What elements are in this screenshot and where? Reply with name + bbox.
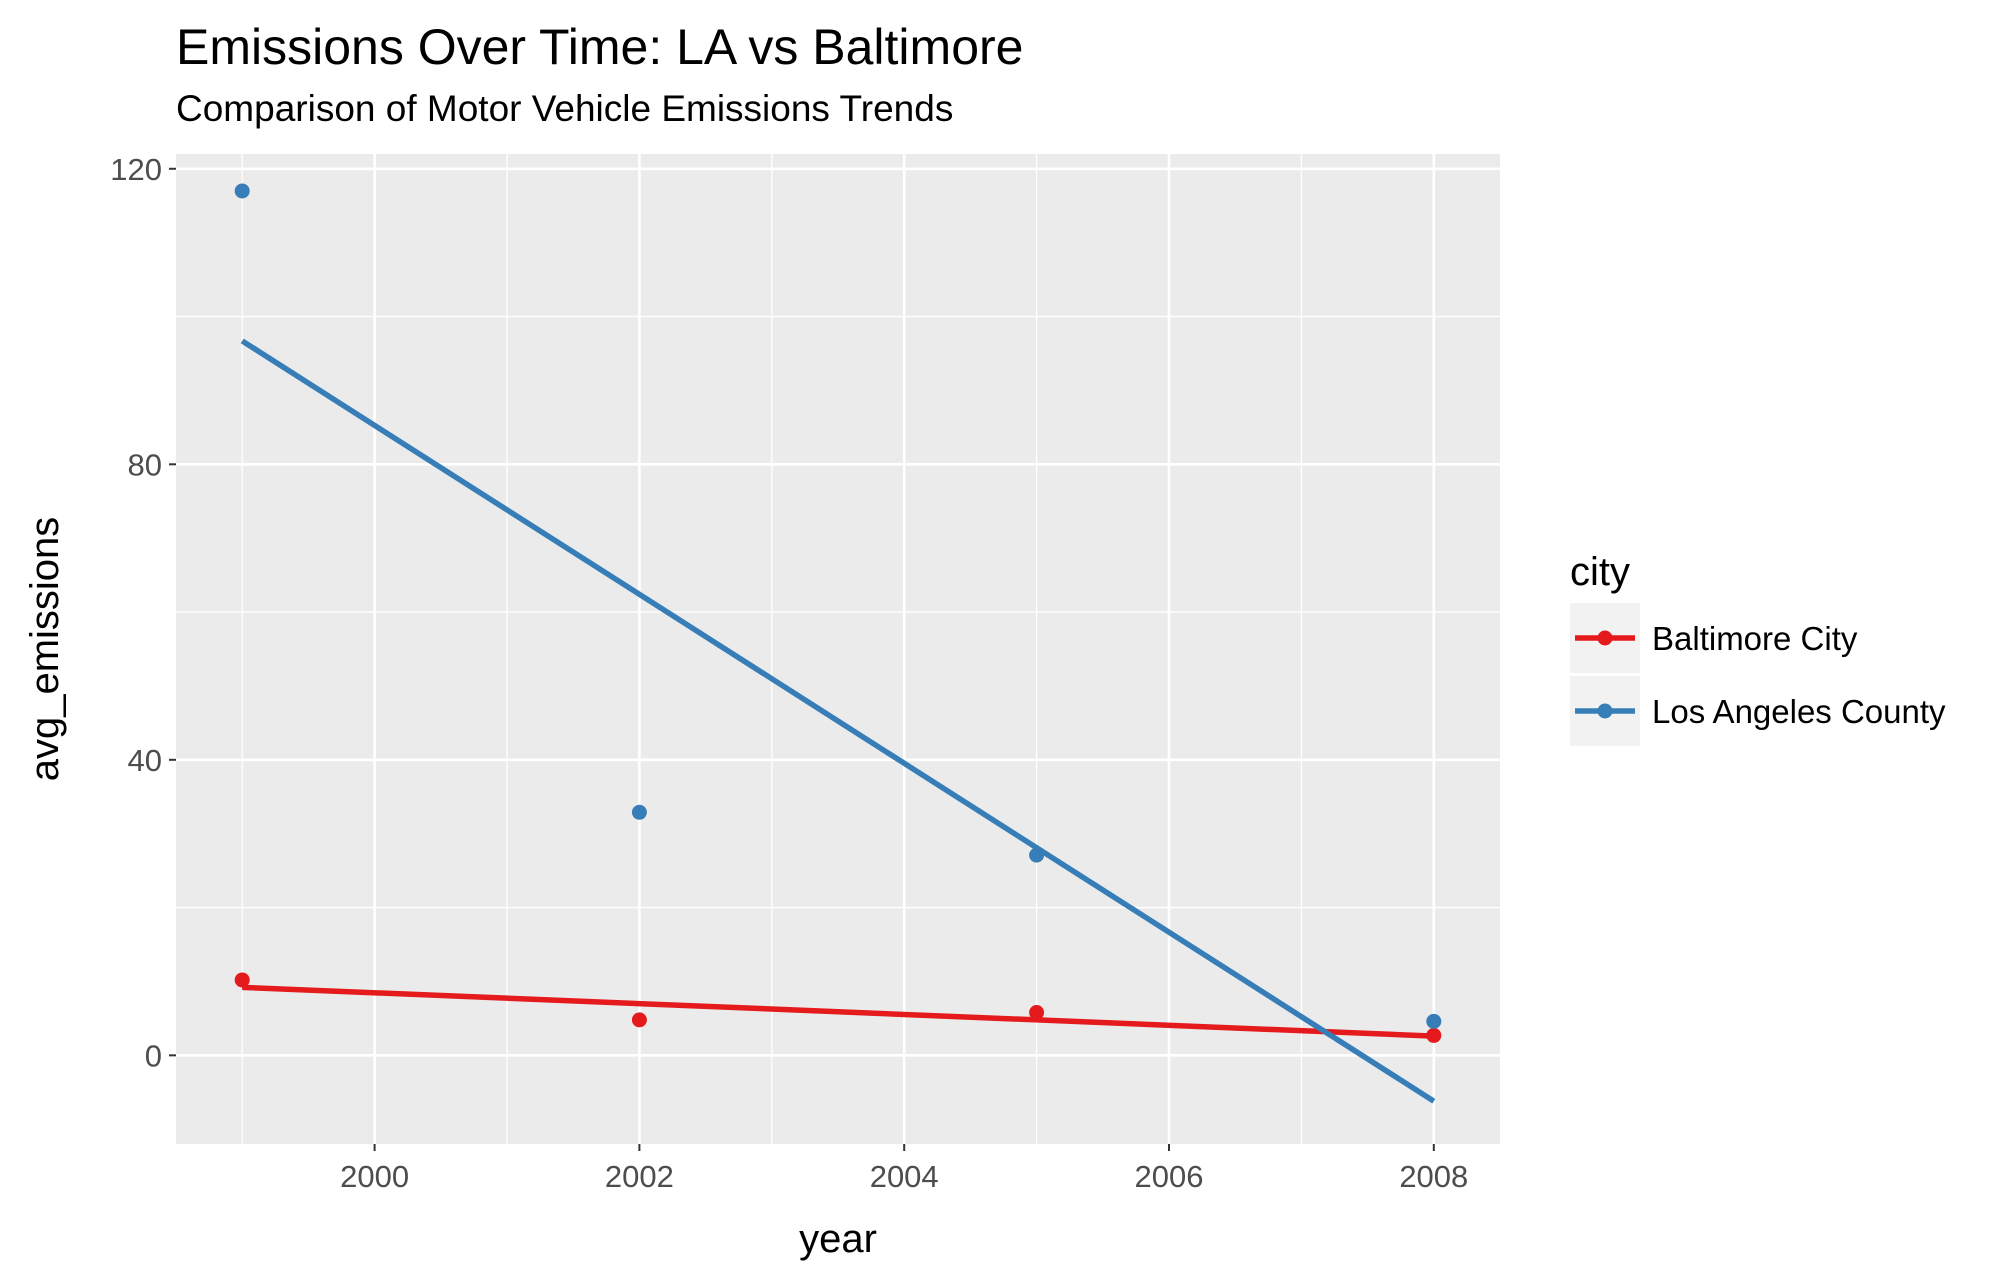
x-tick-label: 2002 (605, 1159, 674, 1194)
y-tick-label: 80 (128, 447, 162, 482)
data-points (234, 183, 1442, 1043)
x-axis-title: year (799, 1217, 877, 1261)
y-tick-label: 120 (110, 152, 162, 187)
data-point-los-angeles-county (1029, 847, 1045, 863)
data-point-los-angeles-county (234, 183, 250, 199)
axes: 2000 2002 2004 2006 2008 0 40 80 120 (110, 152, 1468, 1194)
legend: city Baltimore City Los Angeles County (1570, 550, 1946, 746)
data-point-baltimore-city (234, 972, 250, 988)
x-tick-label: 2006 (1135, 1159, 1204, 1194)
legend-label-baltimore-city: Baltimore City (1652, 620, 1858, 657)
chart-subtitle: Comparison of Motor Vehicle Emissions Tr… (176, 88, 954, 129)
data-point-los-angeles-county (1426, 1013, 1442, 1029)
legend-key-point-baltimore-city (1597, 630, 1613, 646)
data-point-los-angeles-county (631, 804, 647, 820)
plot-panel (176, 154, 1500, 1144)
legend-key-point-los-angeles-county (1597, 703, 1613, 719)
y-tick-label: 40 (128, 743, 162, 778)
legend-title: city (1570, 550, 1630, 594)
trend-line-los-angeles-county (240, 338, 1436, 1104)
y-axis-title: avg_emissions (23, 517, 67, 782)
trend-lines (240, 338, 1436, 1104)
x-tick-label: 2004 (870, 1159, 939, 1194)
x-tick-label: 2008 (1399, 1159, 1468, 1194)
data-point-baltimore-city (1029, 1004, 1045, 1020)
major-gridlines (176, 154, 1500, 1144)
data-point-baltimore-city (1426, 1027, 1442, 1043)
x-tick-label: 2000 (340, 1159, 409, 1194)
legend-label-los-angeles-county: Los Angeles County (1652, 693, 1946, 730)
y-tick-label: 0 (145, 1038, 162, 1073)
data-point-baltimore-city (631, 1012, 647, 1028)
trend-line-baltimore-city (242, 984, 1434, 1039)
chart-title: Emissions Over Time: LA vs Baltimore (176, 19, 1024, 75)
